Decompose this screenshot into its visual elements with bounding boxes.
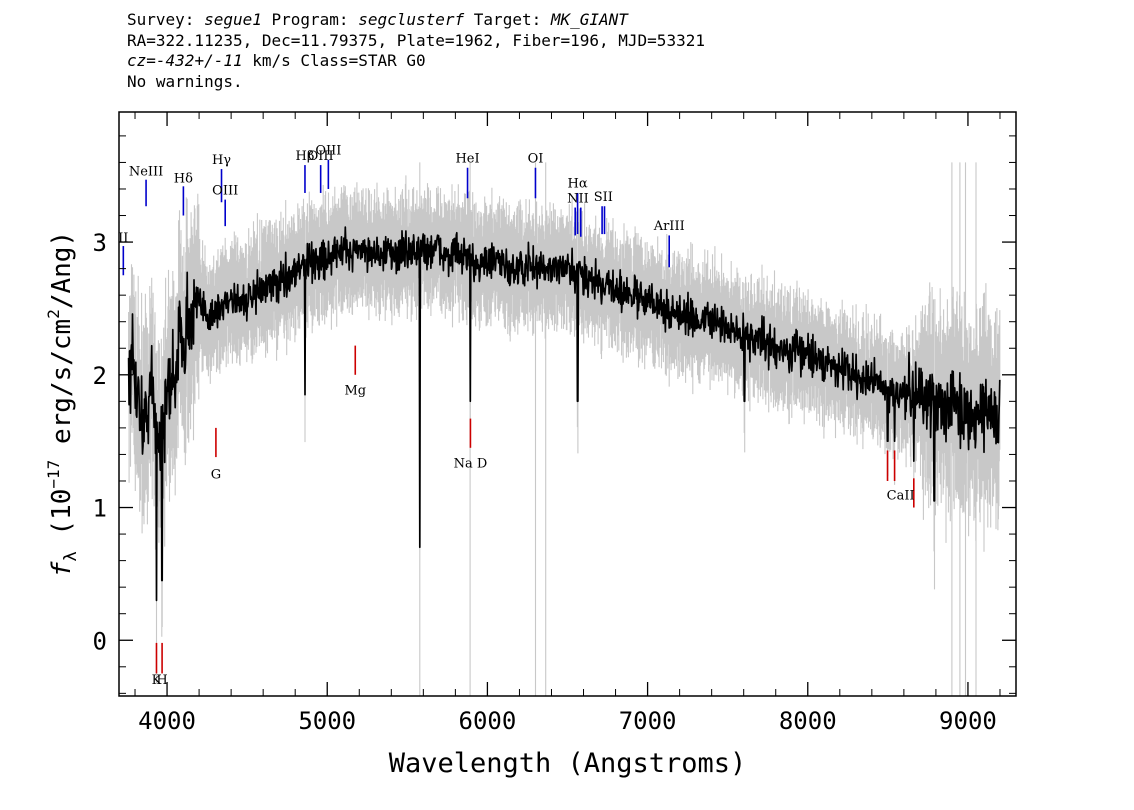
emission-label-5: OIII — [308, 149, 334, 164]
emission-label-8: OI — [528, 151, 544, 166]
ylabel-close: /Ang) — [47, 231, 77, 309]
y-tick-label-3: 3 — [93, 229, 107, 257]
flux-series — [127, 226, 1001, 602]
x-tick-label-4: 8000 — [779, 707, 837, 735]
x-tick-label-1: 5000 — [298, 707, 356, 735]
absorption-label-0: K — [152, 673, 162, 688]
emission-label-4: Hβ — [296, 149, 315, 164]
x-tick-label-5: 9000 — [939, 707, 997, 735]
target-value: MK_GIANT — [550, 10, 628, 29]
header-line-warnings: No warnings. — [127, 71, 243, 91]
emission-label-10: Hα — [568, 177, 588, 192]
x-tick-label-2: 6000 — [459, 707, 517, 735]
header-line-survey: Survey: segue1 Program: segclusterf Targ… — [127, 10, 705, 31]
cz-value: -432+/-11 — [155, 51, 243, 70]
y-tick-label-1: 1 — [93, 495, 107, 523]
header-line-coords: RA=322.11235, Dec=11.79375, Plate=1962, … — [127, 30, 705, 50]
y-axis-label: fλ (10−17 erg/s/cm2/Ang) — [44, 231, 81, 577]
program-value: segclusterf — [358, 10, 465, 29]
emission-label-6: OIII — [315, 143, 341, 158]
ylabel-lambda: λ — [61, 551, 81, 561]
x-tick-label-3: 7000 — [619, 707, 677, 735]
emission-label-2: Hγ — [212, 153, 231, 168]
ylabel-exp1: −17 — [44, 460, 63, 489]
x-tick-label-0: 4000 — [138, 707, 196, 735]
ylabel-f: f — [47, 561, 77, 577]
class-text: km/s Class=STAR G0 — [242, 51, 426, 70]
x-axis-label: Wavelength (Angstroms) — [389, 748, 747, 779]
ylabel-open: (10 — [47, 489, 77, 552]
absorption-label-1: H — [156, 673, 167, 688]
emission-label-1: Hδ — [174, 171, 193, 186]
emission-label-12: ArIII — [653, 219, 685, 234]
axis-ticks: 4000 5000 6000 7000 8000 9000 0 1 2 3 — [93, 112, 1016, 735]
absorption-label-2: G — [211, 467, 221, 482]
target-label: Target: — [464, 10, 551, 29]
flux-line — [127, 226, 1001, 602]
absorption-label-4: Na D — [454, 457, 488, 472]
spectrum-header: Survey: segue1 Program: segclusterf Targ… — [127, 10, 705, 92]
emission-label-0: NeIII — [129, 165, 163, 180]
emission-label-7: HeI — [455, 151, 479, 166]
y-tick-label-0: 0 — [93, 627, 107, 655]
error-band — [128, 162, 1001, 696]
absorption-label-3: Mg — [344, 384, 366, 399]
header-line-redshift: cz=-432+/-11 km/s Class=STAR G0 — [127, 51, 705, 72]
y-tick-label-2: 2 — [93, 362, 107, 390]
emission-label-11: SII — [594, 190, 613, 205]
emission-label-3: OIII — [212, 183, 238, 198]
survey-label: Survey: — [127, 10, 205, 29]
emission-label-13: II — [118, 231, 128, 246]
cz-label: cz= — [127, 51, 156, 70]
emission-label-9: NII — [567, 191, 589, 206]
ylabel-exp2: 2 — [44, 309, 63, 319]
plot-frame — [118, 111, 1017, 697]
program-label: Program: — [261, 10, 359, 29]
survey-value: segue1 — [204, 10, 262, 29]
ylabel-mid: erg/s/cm — [47, 319, 77, 460]
error-spikes — [128, 162, 1001, 696]
absorption-label-5: CaII — [887, 489, 915, 504]
